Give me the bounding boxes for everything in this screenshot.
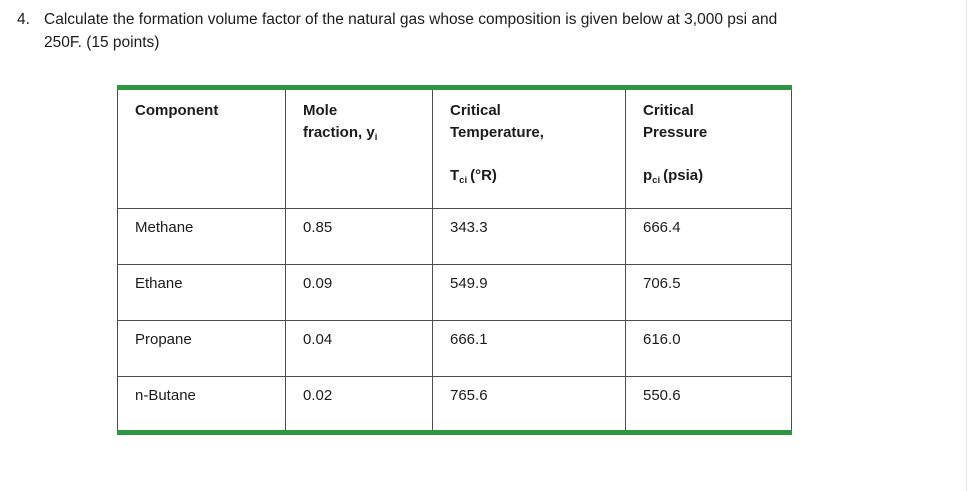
critical-pressure-symbol: pci (psia) bbox=[643, 167, 704, 186]
page-edge-divider bbox=[966, 0, 967, 491]
cell-component: Propane bbox=[117, 320, 286, 377]
cell-mole-fraction: 0.04 bbox=[285, 320, 433, 377]
critical-temperature-symbol: Tci (°R) bbox=[450, 167, 497, 186]
mole-fraction-subscript: i bbox=[374, 132, 378, 143]
critical-pressure-subscript: ci bbox=[652, 175, 661, 186]
cell-critical-pressure: 706.5 bbox=[625, 264, 792, 321]
mole-fraction-header-line-2: fraction, yi bbox=[303, 124, 378, 143]
cell-critical-pressure: 666.4 bbox=[625, 208, 792, 265]
cell-component: Ethane bbox=[117, 264, 286, 321]
table-row-ethane: Ethane 0.09 549.9 706.5 bbox=[117, 264, 792, 321]
critical-pressure-header-line-2: Pressure bbox=[643, 124, 708, 141]
critical-temperature-header-line-2: Temperature, bbox=[450, 124, 544, 141]
cell-mole-fraction: 0.09 bbox=[285, 264, 433, 321]
cell-mole-fraction: 0.85 bbox=[285, 208, 433, 265]
question-text-line-1: Calculate the formation volume factor of… bbox=[44, 11, 778, 28]
critical-temperature-header-line-1: Critical bbox=[450, 102, 501, 119]
question-text-line-2: 250F. (15 points) bbox=[44, 34, 160, 51]
cell-component: Methane bbox=[117, 208, 286, 265]
column-header-mole-fraction: Mole fraction, yi bbox=[285, 87, 433, 209]
table-row-n-butane: n-Butane 0.02 765.6 550.6 bbox=[117, 376, 792, 433]
table-row-methane: Methane 0.85 343.3 666.4 bbox=[117, 208, 792, 265]
critical-pressure-header-line-1: Critical bbox=[643, 102, 694, 119]
cell-critical-temperature: 549.9 bbox=[432, 264, 626, 321]
mole-fraction-header-line-1: Mole bbox=[303, 102, 338, 119]
critical-temperature-subscript: ci bbox=[459, 175, 468, 186]
question-number: 4. bbox=[17, 11, 30, 28]
cell-critical-temperature: 343.3 bbox=[432, 208, 626, 265]
column-header-critical-pressure: Critical Pressure pci (psia) bbox=[625, 87, 792, 209]
cell-critical-pressure: 616.0 bbox=[625, 320, 792, 377]
cell-component: n-Butane bbox=[117, 376, 286, 433]
gas-composition-table: Component Mole fraction, yi Critical Tem… bbox=[117, 85, 792, 435]
component-header-label: Component bbox=[135, 102, 219, 119]
question-block: 4. Calculate the formation volume factor… bbox=[17, 8, 957, 54]
cell-critical-temperature: 765.6 bbox=[432, 376, 626, 433]
table-header-row: Component Mole fraction, yi Critical Tem… bbox=[117, 87, 792, 209]
column-header-critical-temperature: Critical Temperature, Tci (°R) bbox=[432, 87, 626, 209]
cell-critical-pressure: 550.6 bbox=[625, 376, 792, 433]
cell-mole-fraction: 0.02 bbox=[285, 376, 433, 433]
cell-critical-temperature: 666.1 bbox=[432, 320, 626, 377]
critical-pressure-unit: (psia) bbox=[663, 167, 704, 184]
critical-temperature-unit: (°R) bbox=[470, 167, 497, 184]
question-text: Calculate the formation volume factor of… bbox=[44, 8, 777, 54]
column-header-component: Component bbox=[117, 87, 286, 209]
table-row-propane: Propane 0.04 666.1 616.0 bbox=[117, 320, 792, 377]
